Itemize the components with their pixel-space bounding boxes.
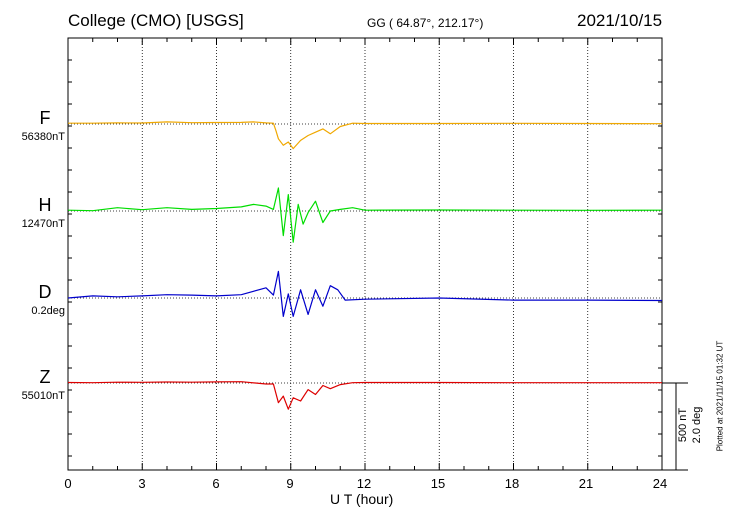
- geographic-coordinates: GG ( 64.87°, 212.17°): [367, 16, 484, 30]
- component-label-f: F: [39, 108, 51, 128]
- chart-date: 2021/10/15: [577, 11, 663, 30]
- component-label-d: D: [38, 282, 52, 302]
- baseline-label-d: 0.2deg: [31, 305, 65, 317]
- x-tick-label: 18: [504, 476, 520, 491]
- baseline-label-f: 56380nT: [21, 131, 65, 143]
- baseline-label-h: 12470nT: [21, 218, 65, 230]
- x-tick-label: 12: [356, 476, 372, 491]
- trace-f: [68, 121, 663, 150]
- plotted-timestamp: Plotted at 2021/11/15 01:32 UT: [715, 340, 725, 452]
- x-tick-label: 9: [286, 476, 294, 491]
- x-axis-title: U T (hour): [330, 491, 394, 507]
- x-tick-label: 6: [212, 476, 220, 491]
- x-tick-label: 21: [578, 476, 594, 491]
- scale-deg-label: 2.0 deg: [691, 406, 703, 444]
- component-label-h: H: [38, 195, 52, 215]
- x-tick-label: 3: [138, 476, 146, 491]
- scale-nt-label: 500 nT: [677, 407, 689, 443]
- trace-z: [67, 381, 662, 410]
- x-tick-label: 0: [64, 476, 72, 491]
- component-label-z: Z: [39, 367, 51, 387]
- trace-h: [67, 187, 663, 243]
- baseline-label-z: 55010nT: [21, 390, 65, 402]
- x-tick-label: 15: [430, 476, 446, 491]
- x-tick-label: 24: [652, 476, 668, 491]
- station-title: College (CMO) [USGS]: [68, 11, 244, 30]
- trace-d: [67, 270, 663, 317]
